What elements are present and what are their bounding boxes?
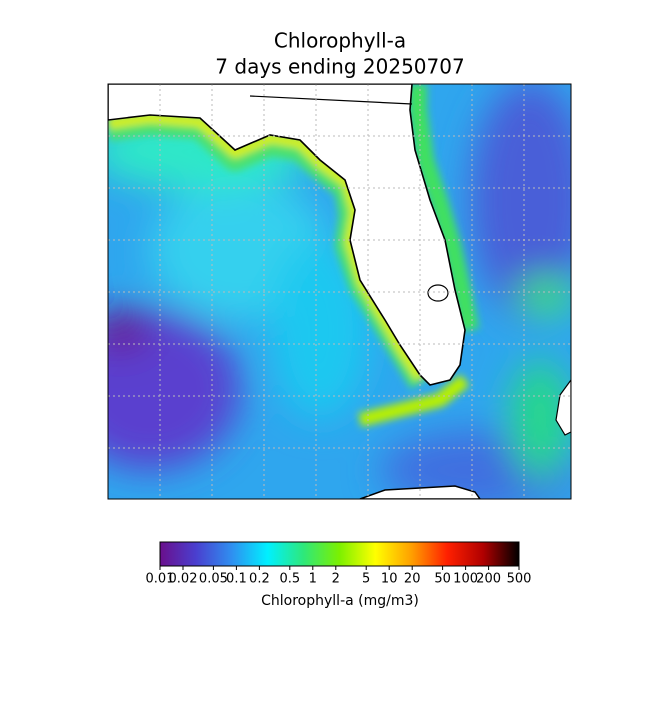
colorbar-tick-label: 500 xyxy=(507,572,532,587)
colorbar-tick-label: 20 xyxy=(404,572,421,587)
colorbar-tick-label: 0.01 xyxy=(146,572,175,587)
colorbar-tick-label: 100 xyxy=(453,572,478,587)
colorbar-tick-label: 5 xyxy=(362,572,370,587)
title: Chlorophyll-a xyxy=(274,29,406,53)
colorbar-label: Chlorophyll-a (mg/m3) xyxy=(261,593,419,609)
colorbar-tick-label: 0.2 xyxy=(249,572,270,587)
colorbar-tick-label: 200 xyxy=(476,572,501,587)
colorbar-tick-label: 10 xyxy=(381,572,398,587)
subtitle: 7 days ending 20250707 xyxy=(215,55,464,79)
colorbar-tick-label: 1 xyxy=(309,572,317,587)
colorbar-tick-label: 0.5 xyxy=(279,572,300,587)
colorbar-bar xyxy=(159,541,520,567)
colorbar-tick-label: 2 xyxy=(332,572,340,587)
map xyxy=(108,84,571,499)
colorbar-tick-label: 0.05 xyxy=(199,572,228,587)
map-frame xyxy=(107,83,572,500)
colorbar-tick-label: 0.02 xyxy=(169,572,198,587)
colorbar: Chlorophyll-a (mg/m3) 0.010.02 0.050.1 0.2… xyxy=(146,541,532,609)
colorbar-tick-label: 0.1 xyxy=(226,572,247,587)
colorbar-tick-label: 50 xyxy=(434,572,451,587)
